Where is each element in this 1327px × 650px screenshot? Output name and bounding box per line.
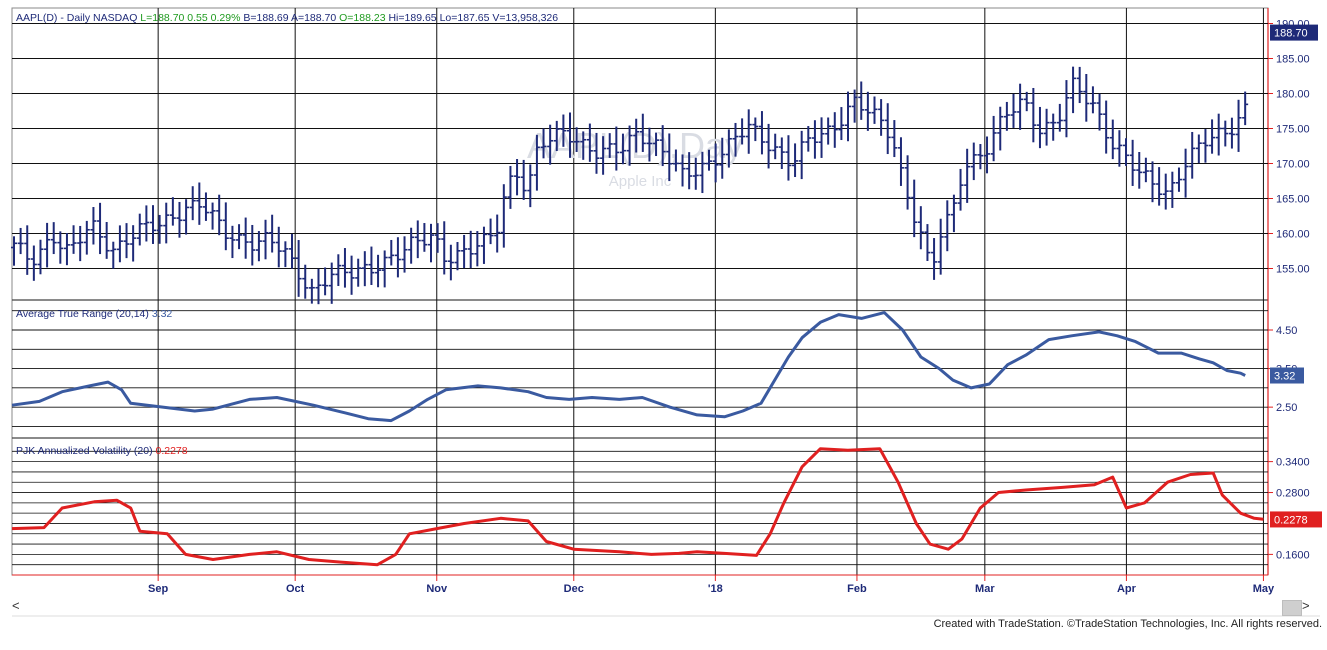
vol-last-label: 0.2278 — [1274, 514, 1308, 526]
last-price-label: 188.70 — [1274, 28, 1308, 40]
vol-tick-label: 0.3400 — [1276, 457, 1310, 469]
vol-tick-label: 0.1600 — [1276, 549, 1310, 561]
watermark-symbol: AAPL(D),Day — [527, 125, 743, 166]
price-tick-label: 180.00 — [1276, 89, 1310, 101]
x-tick-label: Sep — [148, 583, 168, 595]
price-bars — [11, 66, 1249, 305]
copyright-footer: Created with TradeStation. ©TradeStation… — [933, 618, 1322, 630]
quote-field: V=13,958,326 — [492, 12, 558, 24]
atr-last-label: 3.32 — [1274, 371, 1295, 383]
x-tick-label: Dec — [564, 583, 584, 595]
scroll-thumb[interactable] — [1282, 600, 1302, 616]
quote-field: Hi=189.65 — [388, 12, 439, 24]
x-tick-label: Oct — [286, 583, 305, 595]
quote-field: A=188.70 — [291, 12, 339, 24]
quote-field: Lo=187.65 — [440, 12, 493, 24]
quote-field: O=188.23 — [339, 12, 388, 24]
x-tick-label: May — [1253, 583, 1275, 595]
atr-header: Average True Range (20,14) 3.32 — [16, 308, 172, 320]
watermark-name: Apple Inc — [609, 173, 672, 190]
scroll-right-icon[interactable]: > — [1302, 598, 1310, 613]
x-tick-label: Nov — [426, 583, 448, 595]
vol-last-box — [1270, 511, 1322, 528]
price-tick-label: 185.00 — [1276, 54, 1310, 66]
vol-header: PJK Annualized Volatility (20) 0.2278 — [16, 445, 188, 457]
x-tick-label: Feb — [847, 583, 867, 595]
x-tick-label: Apr — [1117, 583, 1137, 595]
atr-tick-label: 4.50 — [1276, 325, 1297, 337]
scroll-left-icon[interactable]: < — [12, 598, 20, 613]
quote-field: 0.29% — [211, 12, 244, 24]
price-tick-label: 175.00 — [1276, 124, 1310, 136]
quote-field: B=188.69 — [243, 12, 291, 24]
x-tick-label: Mar — [975, 583, 995, 595]
atr-header-field: 3.32 — [152, 308, 173, 320]
quote-field: L=188.70 — [140, 12, 187, 24]
vol-series-line — [11, 447, 1264, 567]
quote-field: 0.55 — [187, 12, 210, 24]
price-tick-label: 155.00 — [1276, 264, 1310, 276]
last-price-box — [1270, 24, 1318, 41]
price-tick-label: 160.00 — [1276, 229, 1310, 241]
atr-series-line — [11, 311, 1246, 423]
vol-tick-label: 0.2800 — [1276, 488, 1310, 500]
quote-field: AAPL(D) - Daily NASDAQ — [16, 12, 140, 24]
atr-tick-label: 2.50 — [1276, 402, 1297, 414]
x-tick-label: '18 — [708, 583, 723, 595]
vol-header-field: 0.2278 — [156, 445, 188, 457]
price-tick-label: 170.00 — [1276, 159, 1310, 171]
price-tick-label: 165.00 — [1276, 194, 1310, 206]
atr-header-field: Average True Range (20,14) — [16, 308, 152, 320]
price-header: AAPL(D) - Daily NASDAQ L=188.70 0.55 0.2… — [16, 12, 558, 24]
vol-header-field: PJK Annualized Volatility (20) — [16, 445, 156, 457]
atr-last-box — [1270, 367, 1304, 384]
